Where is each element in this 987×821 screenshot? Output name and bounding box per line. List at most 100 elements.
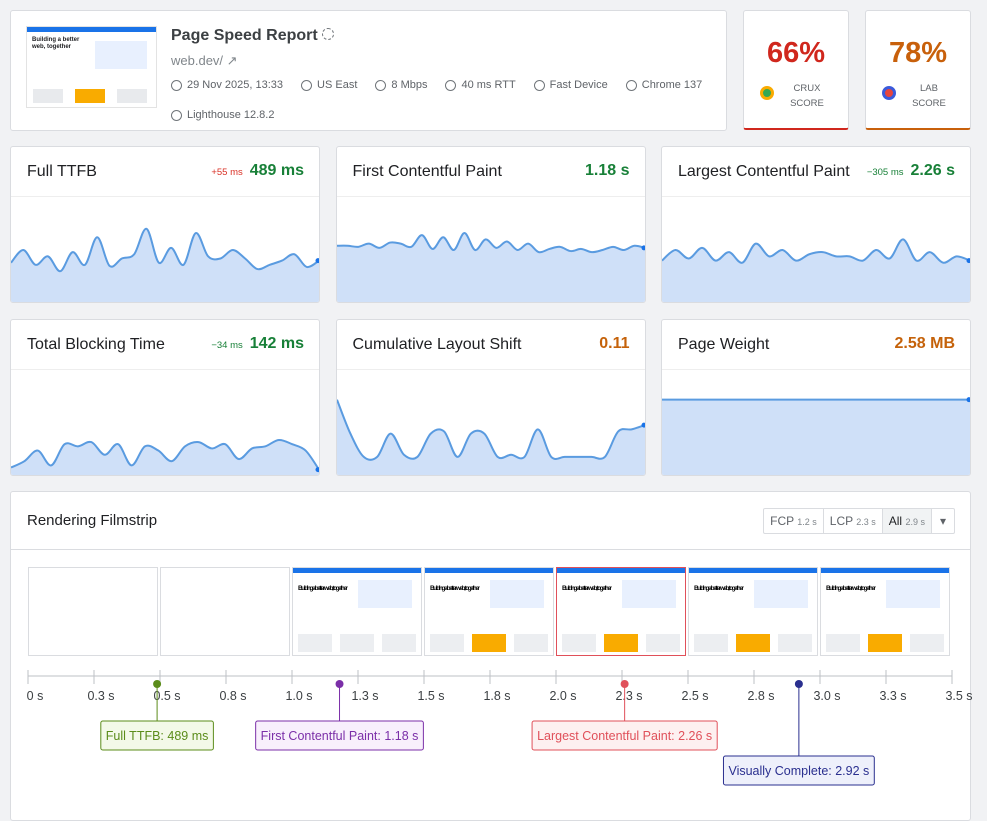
report-title: Page Speed Report	[171, 27, 335, 45]
setting-item: 29 Nov 2025, 13:33	[171, 79, 283, 91]
setting-text: 29 Nov 2025, 13:33	[187, 79, 284, 91]
marker-box	[100, 720, 214, 751]
dropdown-button[interactable]: ▾	[939, 514, 946, 528]
frame-card	[298, 634, 332, 652]
frame-card	[736, 634, 770, 652]
setting-icon	[301, 79, 313, 91]
metric-trend	[11, 196, 319, 302]
report-url[interactable]: web.dev/ ↗	[171, 53, 238, 68]
trend-end	[966, 258, 970, 264]
button-value: 1.2 s	[797, 517, 817, 527]
filter-button[interactable]: LCP 2.3 s	[824, 509, 883, 533]
frame-card	[910, 634, 944, 652]
frame-bar	[821, 568, 949, 573]
setting-icon	[375, 79, 387, 91]
setting-item: Chrome 137	[625, 79, 702, 91]
metric-value: 1.18 s	[585, 162, 630, 179]
metric-name: Full TTFB	[27, 163, 97, 180]
button-label: All	[888, 514, 903, 528]
setting-item: Fast Device	[533, 79, 608, 91]
marker-box	[722, 755, 875, 786]
frame-card	[694, 634, 728, 652]
x-tick-label: 3.3 s	[879, 689, 906, 703]
score-label: LAB SCORE	[912, 83, 946, 109]
trend-line	[11, 227, 319, 273]
metric-value-box: 2.58 MB	[895, 335, 955, 353]
frame-image	[622, 580, 676, 608]
report-header: Building a better web, together Page Spe…	[10, 10, 727, 131]
frame-card	[646, 634, 680, 652]
filter-button[interactable]: FCP 1.2 s	[764, 509, 824, 533]
setting-item: 40 ms RTT	[445, 79, 516, 91]
filmstrip-title: Rendering Filmstrip	[27, 512, 158, 529]
frame-card	[826, 634, 860, 652]
x-tick-label: 2.3 s	[615, 689, 642, 703]
frame-bar	[689, 568, 817, 573]
setting-icon	[171, 79, 182, 91]
x-tick-label: 0.8 s	[219, 689, 246, 703]
test-settings: 29 Nov 2025, 13:33 US East 8 Mbps 40 ms RTT…	[171, 79, 711, 121]
filmstrip-frame: Building a better web, together	[688, 567, 818, 656]
marker-label: First Contentful Paint: 1.18 s	[261, 729, 419, 743]
metric-delta: −305 ms	[866, 167, 904, 178]
filmstrip-frame: Building a better web, together	[424, 567, 554, 656]
frame-heading: Building a better web, together	[298, 585, 348, 592]
metric-trend	[11, 369, 319, 475]
frame-card	[778, 634, 812, 652]
x-tick-label: 1.3 s	[351, 689, 378, 703]
setting-icon	[625, 79, 637, 91]
frame-card	[430, 634, 464, 652]
trend-area	[662, 399, 970, 475]
metric-card: Largest Contentful Paint −305 ms 2.26 s	[661, 146, 971, 303]
title-text: Page Speed Report	[171, 27, 318, 44]
frame-border	[160, 567, 290, 656]
trend-line	[11, 438, 319, 471]
metric-name: Page Weight	[678, 336, 770, 353]
setting-text: Fast Device	[549, 79, 608, 91]
score-icon	[882, 86, 896, 100]
frame-image	[886, 580, 940, 608]
metric-trend	[336, 369, 645, 475]
settings-icon[interactable]	[322, 28, 335, 40]
trend-area	[336, 233, 645, 302]
x-tick-label: 3.0 s	[813, 689, 840, 703]
setting-item: 8 Mbps	[375, 79, 427, 91]
filter-button[interactable]: All 2.9 s	[882, 509, 932, 533]
x-tick-label: 0.3 s	[87, 689, 114, 703]
metric-value: 2.26 s	[910, 162, 955, 179]
filmstrip: Building a better web, together Building …	[27, 567, 973, 786]
marker-label: Full TTFB: 489 ms	[106, 729, 209, 743]
marker-label: Largest Contentful Paint: 2.26 s	[537, 729, 712, 743]
frame-bar	[557, 568, 685, 573]
trend-area	[662, 239, 970, 302]
metric-name: Cumulative Layout Shift	[352, 336, 522, 353]
page-thumbnail: Building a better web, together	[26, 26, 157, 108]
filmstrip-frame	[160, 567, 290, 656]
filmstrip-frame: Building a better web, together	[556, 567, 686, 656]
button-label: LCP	[829, 514, 853, 528]
trend-area	[11, 228, 319, 302]
metric-card: Full TTFB +55 ms 489 ms	[10, 146, 320, 303]
url-text[interactable]: web.dev/	[171, 53, 224, 68]
frame-bar	[425, 568, 553, 573]
score-card: 66% CRUX SCORE	[743, 10, 849, 130]
metric-value: 0.11	[599, 335, 630, 352]
frame-heading: Building a better web, together	[562, 585, 612, 592]
frame-heading: Building a better web, together	[694, 585, 744, 592]
frame-heading: Building a better web, together	[430, 585, 480, 592]
x-tick-label: 0 s	[27, 689, 44, 703]
metric-delta: +55 ms	[211, 167, 243, 178]
x-tick-label: 3.5 s	[945, 689, 972, 703]
marker-dot	[153, 680, 162, 688]
setting-item: US East	[301, 79, 357, 91]
setting-item: Lighthouse 12.8.2	[171, 109, 274, 121]
setting-text: 8 Mbps	[391, 79, 428, 91]
metric-value: 142 ms	[249, 335, 304, 352]
frame-bar	[293, 568, 421, 573]
filmstrip-filter: FCP 1.2 s LCP 2.3 s All 2.9 s ▾	[763, 508, 955, 534]
metric-card: First Contentful Paint 1.18 s	[335, 146, 646, 303]
button-label: FCP	[770, 514, 794, 528]
marker-label: Visually Complete: 2.92 s	[728, 764, 869, 778]
marker-box	[255, 720, 424, 751]
